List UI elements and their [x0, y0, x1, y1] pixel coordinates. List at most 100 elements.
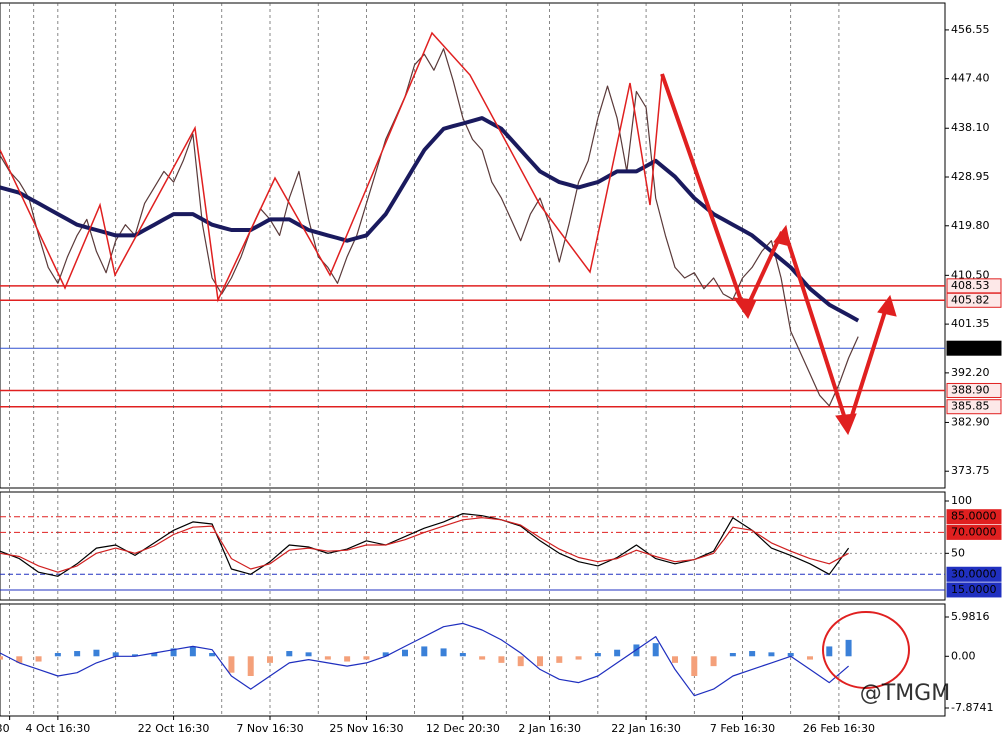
- histogram-bar: [826, 646, 833, 657]
- histogram-bar: [459, 653, 466, 657]
- panel-border: [0, 603, 946, 717]
- level-label: 15.0000: [951, 583, 997, 596]
- panel-border: [0, 2, 946, 489]
- level-label-box: [946, 509, 1002, 525]
- x-tick-label: 25 Nov 16:30: [329, 722, 403, 735]
- level-label: 70.0000: [951, 525, 997, 538]
- histogram-bar: [382, 652, 389, 657]
- y-tick-label: 428.95: [951, 170, 990, 183]
- histogram-bar: [170, 648, 177, 657]
- level-label-box: [946, 382, 1002, 398]
- histogram-bar: [324, 656, 331, 660]
- histogram-bar: [749, 651, 756, 657]
- y-tick-label: -7.8741: [951, 701, 993, 714]
- y-tick-label: 410.50: [951, 268, 990, 281]
- y-tick-label: 438.10: [951, 121, 990, 134]
- arrow: [783, 231, 850, 429]
- arrow-head: [877, 294, 897, 317]
- histogram-bar: [189, 646, 196, 657]
- histogram-bar: [556, 656, 563, 663]
- level-label-box: [946, 292, 1002, 308]
- y-tick-label: 100: [951, 494, 972, 507]
- y-tick-label: 0.00: [951, 649, 976, 662]
- histogram-bar: [363, 656, 370, 660]
- level-label-box: [946, 582, 1002, 598]
- panel-border: [0, 491, 946, 601]
- series-line: [0, 517, 849, 573]
- series-line: [0, 116, 860, 323]
- arrow: [846, 301, 890, 429]
- histogram-bar: [517, 656, 524, 667]
- histogram-bar: [440, 648, 447, 657]
- histogram-bar: [787, 653, 794, 657]
- arrow-head: [732, 297, 757, 320]
- y-tick-label: 5.9816: [951, 610, 990, 623]
- series-line: [0, 622, 849, 697]
- highlight-circle: [822, 611, 910, 689]
- y-tick-label: 401.35: [951, 317, 990, 330]
- x-tick-label: 7 Feb 16:30: [710, 722, 775, 735]
- histogram-bar: [729, 653, 736, 657]
- level-label-box: [946, 566, 1002, 582]
- x-tick-label: 22 Jan 16:30: [611, 722, 681, 735]
- histogram-bar: [575, 656, 582, 660]
- arrow-head: [835, 413, 857, 436]
- level-label: 408.53: [951, 279, 990, 292]
- histogram-bar: [209, 653, 216, 657]
- histogram-bar: [768, 652, 775, 657]
- histogram-bar: [247, 656, 254, 676]
- y-tick-label: 456.55: [951, 23, 990, 36]
- histogram-bar: [710, 656, 717, 667]
- histogram-bar: [807, 656, 813, 660]
- histogram-bar: [74, 651, 81, 657]
- histogram-bar: [228, 656, 235, 673]
- histogram-bar: [594, 653, 601, 657]
- histogram-bar: [344, 656, 351, 662]
- arrow: [743, 231, 784, 313]
- histogram-bar: [93, 649, 100, 657]
- x-tick-label: 2 Jan 16:30: [518, 722, 581, 735]
- histogram-bar: [267, 656, 273, 663]
- arrow: [660, 73, 747, 313]
- level-label: 385.85: [951, 400, 990, 413]
- histogram-bar: [112, 652, 119, 657]
- histogram-bar: [132, 654, 138, 657]
- marks: [0, 48, 860, 697]
- histogram-bar: [537, 656, 543, 667]
- histogram-bar: [54, 653, 61, 657]
- x-tick-label: 22 Oct 16:30: [138, 722, 210, 735]
- level-label: 30.0000: [951, 567, 997, 580]
- series-line: [0, 48, 859, 407]
- level-label-box: [946, 524, 1002, 540]
- histogram-bar: [672, 656, 678, 663]
- y-tick-label: 50: [951, 546, 965, 559]
- histogram-bar: [845, 639, 852, 657]
- histogram-bar: [16, 656, 23, 663]
- histogram-bar: [402, 649, 408, 657]
- x-tick-label: 26 Feb 16:30: [803, 722, 875, 735]
- watermark: @TMGM: [860, 681, 950, 706]
- histogram-bar: [614, 649, 621, 657]
- level-label: 85.0000: [951, 510, 997, 523]
- zigzag: [0, 31, 663, 303]
- histogram-bar: [652, 643, 659, 657]
- y-tick-label: 392.20: [951, 366, 990, 379]
- x-tick-label: 7 Nov 16:30: [236, 722, 303, 735]
- level-label: 405.82: [951, 293, 990, 306]
- x-tick-label: 4 Oct 16:30: [25, 722, 90, 735]
- y-tick-label: 447.40: [951, 72, 990, 85]
- arrow-head: [773, 224, 791, 247]
- histogram-bar: [691, 656, 698, 676]
- level-label: 396.83: [951, 341, 990, 354]
- histogram-bar: [286, 651, 293, 657]
- annotations: [0, 31, 910, 689]
- histogram-bar: [498, 656, 505, 663]
- histogram-bar: [0, 656, 3, 660]
- y-tick-label: 419.80: [951, 219, 990, 232]
- level-label-box: [946, 340, 1002, 356]
- histogram-bar: [35, 656, 42, 662]
